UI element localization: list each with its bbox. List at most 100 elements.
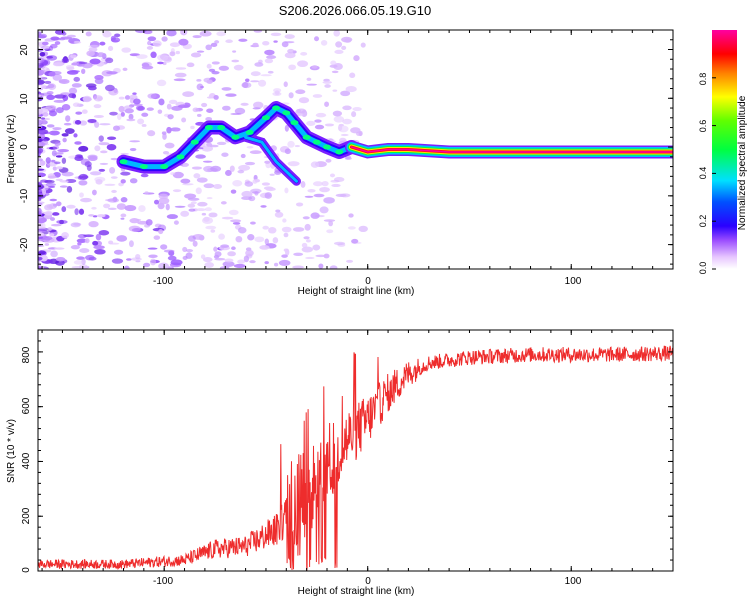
heatmap-noise-blob	[205, 44, 212, 51]
heatmap-noise-blob	[120, 111, 125, 117]
heatmap-noise-blob	[231, 246, 236, 251]
heatmap-noise-blob	[85, 31, 92, 37]
heatmap-ridge-peak	[261, 115, 270, 121]
heatmap-noise-blob	[120, 152, 129, 155]
heatmap-noise-blob	[106, 71, 118, 75]
heatmap-noise-blob	[44, 210, 53, 216]
heatmap-noise-blob	[192, 107, 199, 113]
heatmap-noise-blob	[206, 63, 212, 69]
heatmap-noise-blob	[148, 254, 158, 258]
heatmap-noise-blob	[160, 244, 168, 250]
heatmap-noise-blob	[74, 120, 82, 125]
heatmap-ridge-peak	[217, 125, 226, 131]
heatmap-noise-blob	[52, 127, 62, 131]
heatmap-noise-blob	[300, 52, 308, 56]
heatmap-noise-blob	[77, 175, 83, 180]
heatmap-noise-blob	[225, 39, 233, 44]
heatmap-noise-blob	[40, 254, 48, 262]
heatmap-noise-blob	[66, 204, 76, 209]
heatmap-noise-blob	[287, 161, 300, 167]
heatmap-noise-blob	[68, 87, 78, 95]
heatmap-noise-blob	[41, 69, 46, 74]
heatmap-noise-blob	[222, 105, 231, 111]
colorbar: 0.0 0.2 0.4 0.6 0.8 Normalized spectral …	[698, 30, 748, 274]
snr-xlabel: Height of straight line (km)	[298, 586, 415, 597]
heatmap-noise-blob	[45, 157, 51, 164]
heatmap-noise-blob	[128, 113, 134, 120]
heatmap-noise-blob	[190, 125, 195, 130]
heatmap-noise-blob	[78, 180, 88, 186]
heatmap-noise-blob	[264, 238, 269, 245]
heatmap-noise-blob	[40, 236, 53, 241]
heatmap-noise-blob	[50, 217, 56, 221]
heatmap-frame	[37, 29, 674, 270]
heatmap-noise-blob	[196, 177, 208, 183]
heatmap-noise-blob	[203, 165, 215, 173]
heatmap-noise-blob	[196, 50, 205, 53]
heatmap-noise-blob	[298, 97, 310, 104]
heatmap-noise-blob	[78, 145, 89, 152]
heatmap-noise-blob	[355, 131, 362, 136]
heatmap-noise-blob	[332, 89, 338, 92]
heatmap-noise-blob	[116, 203, 127, 210]
heatmap-noise-blob	[45, 104, 57, 110]
heatmap-noise-blob	[206, 108, 214, 113]
heatmap-noise-blob	[93, 114, 104, 118]
heatmap-noise-blob	[53, 99, 66, 103]
heatmap-noise-blob	[98, 230, 110, 236]
heatmap-ridge-peak	[282, 110, 291, 116]
heatmap-noise-blob	[202, 256, 213, 263]
heatmap-noise-blob	[110, 157, 119, 161]
heatmap-noise-blob	[297, 113, 304, 117]
heatmap-noise-blob	[98, 142, 110, 146]
heatmap-noise-blob	[321, 181, 329, 187]
heatmap-noise-blob	[206, 142, 213, 147]
heatmap-noise-blob	[44, 243, 50, 246]
heatmap-noise-blob	[91, 206, 97, 210]
heatmap-noise-blob	[94, 121, 100, 128]
heatmap-noise-blob	[73, 133, 78, 138]
heatmap-noise-blob	[264, 49, 275, 56]
heatmap-noise-blob	[180, 210, 190, 217]
heatmap-noise-blob	[253, 30, 263, 33]
heatmap-noise-blob	[221, 152, 229, 157]
heatmap-noise-blob	[58, 78, 70, 85]
heatmap-noise-blob	[326, 229, 334, 234]
heatmap-noise-blob	[88, 44, 100, 49]
heatmap-noise-blob	[192, 35, 202, 39]
heatmap-noise-blob	[96, 214, 106, 218]
heatmap-noise-blob	[312, 244, 321, 251]
heatmap-noise-blob	[48, 130, 60, 136]
heatmap-noise-blob	[153, 235, 161, 240]
heatmap-noise-blob	[38, 119, 42, 125]
heatmap-noise-blob	[323, 197, 335, 204]
heatmap-noise-blob	[129, 147, 137, 152]
heatmap-noise-blob	[202, 160, 213, 163]
heatmap-noise-blob	[310, 212, 320, 219]
heatmap-noise-blob	[105, 57, 114, 64]
heatmap-noise-blob	[330, 60, 337, 66]
heatmap-noise-blob	[73, 76, 80, 82]
heatmap-noise-blob	[38, 244, 45, 247]
heatmap-noise-blob	[44, 179, 55, 184]
heatmap-noise-blob	[172, 171, 184, 179]
heatmap-noise-blob	[88, 85, 97, 91]
heatmap-noise-blob	[147, 40, 152, 46]
heatmap-noise-blob	[220, 201, 227, 205]
heatmap-noise-blob	[329, 265, 338, 269]
heatmap-noise-blob	[107, 207, 117, 211]
heatmap-noise-blob	[45, 183, 56, 187]
heatmap-noise-blob	[238, 38, 248, 42]
heatmap-noise-blob	[195, 187, 202, 195]
heatmap-noise-blob	[205, 225, 217, 230]
heatmap-noise-blob	[304, 195, 314, 198]
heatmap-noise-blob	[325, 158, 332, 163]
heatmap-noise-blob	[324, 101, 330, 107]
heatmap-noise-blob	[274, 262, 279, 267]
heatmap-noise-blob	[218, 65, 230, 71]
heatmap-noise-blob	[38, 94, 42, 97]
heatmap-noise-blob	[288, 92, 294, 99]
heatmap-noise-blob	[190, 201, 197, 205]
heatmap-noise-blob	[174, 72, 187, 78]
heatmap-noise-blob	[83, 234, 95, 238]
